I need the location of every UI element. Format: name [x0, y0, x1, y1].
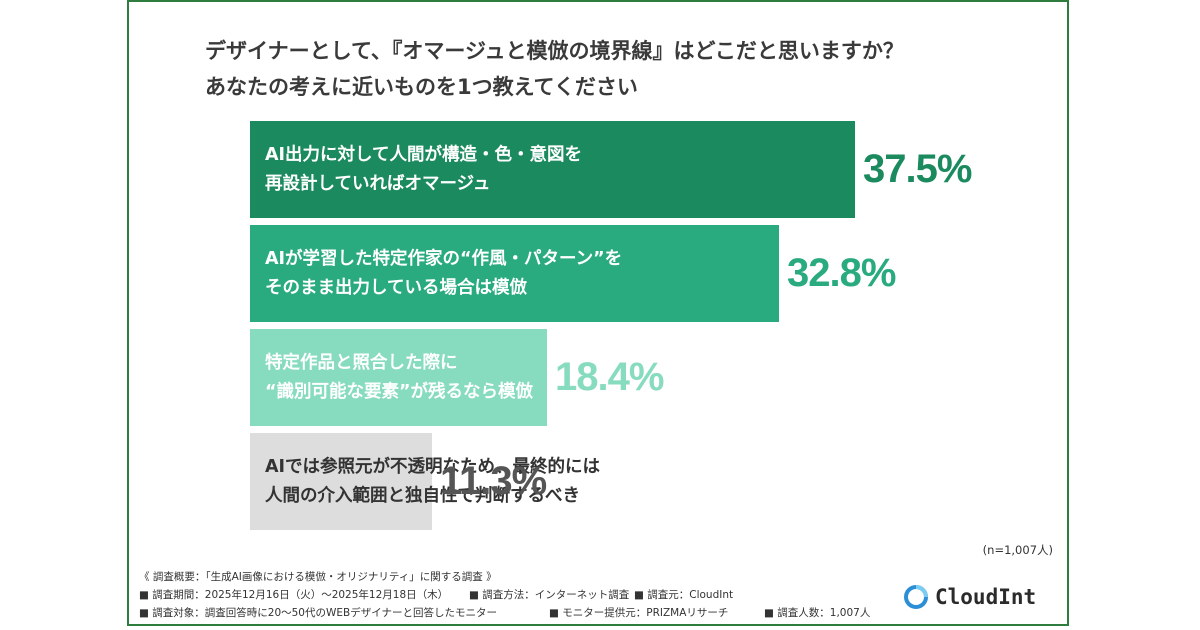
bar-label-line: AI出力に対して人間が構造・色・意図を [265, 144, 583, 165]
bar-label-line: AIが学習した特定作家の“作風・パターン”を [265, 248, 623, 269]
bar-value-4: 11.3% [440, 459, 547, 503]
bar-label-line: 再設計していればオマージュ [265, 173, 491, 194]
bar-label-4: AIでは参照元が不透明なため、最終的には 人間の介入範囲と独自性で判断するべき [265, 433, 715, 530]
logo-text: CloudInt [935, 585, 1037, 609]
cloudint-logo: CloudInt [903, 584, 1036, 610]
bar-label-line: 人間の介入範囲と独自性で判断するべき [265, 485, 580, 506]
footnote-overview: 《 調査概要：「生成AI画像における模倣・オリジナリティ」に関する調査 》 [139, 571, 497, 583]
footnote-source: ■ 調査元：CloudInt [634, 589, 734, 601]
bar-label-3: 特定作品と照合した際に “識別可能な要素”が残るなら模倣 [265, 329, 715, 426]
bar-label-2: AIが学習した特定作家の“作風・パターン”を そのまま出力している場合は模倣 [265, 225, 715, 322]
footnote-count: ■ 調査人数：1,007人 [764, 607, 871, 619]
footnote-method: ■ 調査方法：インターネット調査 [469, 589, 630, 601]
title-line-2: あなたの考えに近いものを1つ教えてください [205, 75, 638, 99]
bar-1 [250, 121, 855, 218]
bar-label-line: 特定作品と照合した際に [265, 352, 458, 373]
bar-value-3: 18.4% [555, 355, 664, 399]
bar-value-1: 37.5% [863, 147, 972, 191]
cloudint-logo-icon [904, 585, 928, 609]
bar-label-1: AI出力に対して人間が構造・色・意図を 再設計していればオマージュ [265, 121, 715, 218]
sample-size-note: (n=1,007人) [982, 543, 1053, 557]
bar-2 [250, 225, 779, 322]
bar-4 [250, 433, 432, 530]
bar-label-line: “識別可能な要素”が残るなら模倣 [265, 381, 534, 402]
footnote-target: ■ 調査対象：調査回答時に20〜50代のWEBデザイナーと回答したモニター [139, 607, 497, 619]
footnote-provider: ■ モニター提供元：PRIZMAリサーチ [549, 607, 729, 619]
chart-title: デザイナーとして、『オマージュと模倣の境界線』はどこだと思いますか？ あなたの考… [205, 33, 1025, 105]
bar-label-line: そのまま出力している場合は模倣 [265, 277, 527, 298]
bar-label-line: AIでは参照元が不透明なため、最終的には [265, 456, 601, 477]
survey-footnotes: 《 調査概要：「生成AI画像における模倣・オリジナリティ」に関する調査 》 ■ … [139, 568, 899, 622]
bar-3 [250, 329, 547, 426]
footnote-period: ■ 調査期間：2025年12月16日（火）〜2025年12月18日（木） [139, 589, 449, 601]
title-line-1: デザイナーとして、『オマージュと模倣の境界線』はどこだと思いますか？ [205, 39, 904, 63]
bar-value-2: 32.8% [787, 251, 896, 295]
